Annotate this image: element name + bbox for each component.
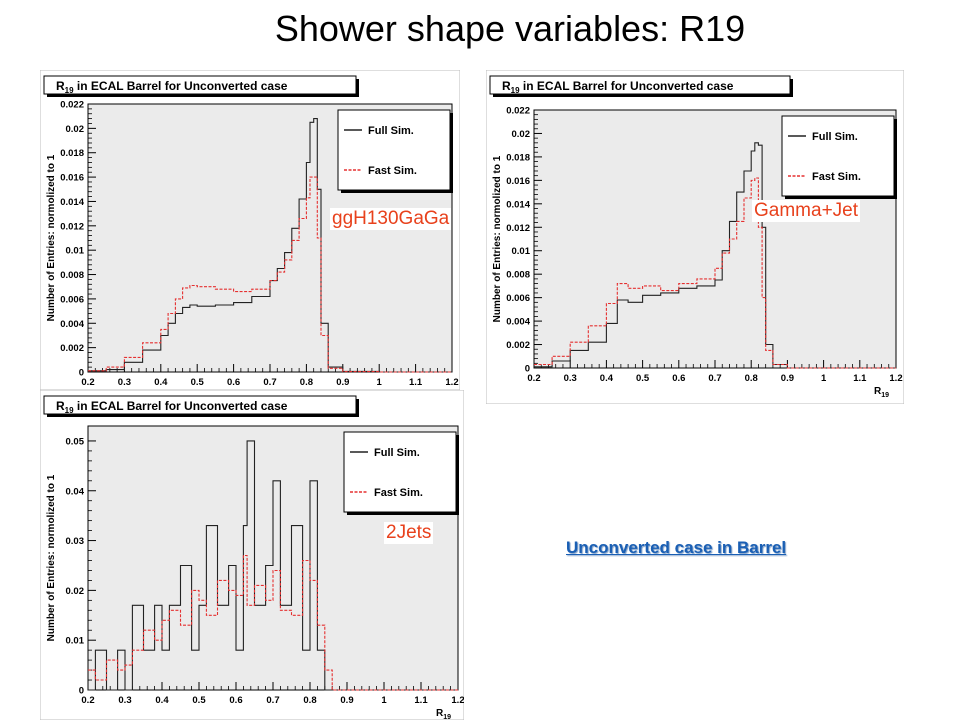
x-tick-label: 0.7 bbox=[708, 373, 721, 384]
x-tick-label: 0.2 bbox=[81, 377, 94, 388]
x-tick-label: 1.1 bbox=[409, 377, 423, 388]
y-tick-label: 0.016 bbox=[506, 176, 530, 187]
legend-entry: Full Sim. bbox=[368, 125, 414, 137]
plot-top-left: R19 in ECAL Barrel for Unconverted case 0… bbox=[40, 70, 460, 390]
y-tick-label: 0.004 bbox=[60, 319, 84, 330]
y-tick-label: 0.01 bbox=[66, 246, 85, 257]
y-tick-label: 0.01 bbox=[66, 636, 85, 647]
x-axis-label: R19 bbox=[874, 386, 889, 399]
x-tick-label: 0.3 bbox=[118, 377, 131, 388]
x-tick-label: 1.1 bbox=[414, 695, 428, 706]
sample-label-2jets: 2Jets bbox=[384, 522, 434, 544]
x-axis-label: R19 bbox=[436, 708, 451, 720]
x-tick-label: 0.7 bbox=[266, 695, 279, 706]
legend-entry: Fast Sim. bbox=[812, 171, 861, 183]
series-line-full-sim bbox=[534, 142, 896, 369]
x-tick-label: 0.9 bbox=[336, 377, 349, 388]
x-tick-label: 0.8 bbox=[300, 377, 313, 388]
x-tick-label: 0.4 bbox=[600, 373, 614, 384]
y-axis-label: Number of Entries: normolized to 1 bbox=[46, 154, 57, 321]
y-tick-label: 0.022 bbox=[506, 106, 530, 117]
y-tick-label: 0.016 bbox=[60, 173, 84, 184]
x-tick-label: 1 bbox=[377, 377, 383, 388]
x-tick-label: 0.4 bbox=[155, 695, 169, 706]
y-tick-label: 0.018 bbox=[60, 148, 84, 159]
y-tick-label: 0.008 bbox=[60, 270, 84, 281]
x-tick-label: 0.5 bbox=[636, 373, 650, 384]
legend: Full Sim. Fast Sim. bbox=[337, 109, 453, 193]
legend-entry: Full Sim. bbox=[374, 447, 420, 459]
y-tick-label: 0 bbox=[79, 686, 84, 697]
x-tick-label: 0.3 bbox=[564, 373, 577, 384]
y-tick-label: 0.004 bbox=[506, 317, 530, 328]
series-line-fast-sim bbox=[88, 554, 458, 691]
footer-note: Unconverted case in Barrel bbox=[566, 538, 787, 557]
x-tick-label: 0.6 bbox=[227, 377, 240, 388]
y-tick-label: 0.008 bbox=[506, 270, 530, 281]
x-tick-label: 1.2 bbox=[451, 695, 464, 706]
svg-text:R19 in ECAL Barrel for Unconve: R19 in ECAL Barrel for Unconverted case bbox=[502, 79, 734, 95]
y-tick-label: 0.014 bbox=[60, 197, 84, 208]
y-tick-label: 0.022 bbox=[60, 100, 84, 111]
y-tick-label: 0 bbox=[525, 364, 530, 375]
y-tick-label: 0.012 bbox=[60, 221, 84, 232]
legend-entry: Fast Sim. bbox=[368, 165, 417, 177]
y-tick-label: 0.01 bbox=[512, 246, 531, 257]
x-tick-label: 0.3 bbox=[118, 695, 131, 706]
y-tick-label: 0.006 bbox=[506, 293, 530, 304]
chart-title: R19 in ECAL Barrel for Unconverted case bbox=[489, 75, 793, 97]
x-tick-label: 0.8 bbox=[303, 695, 316, 706]
x-tick-label: 0.5 bbox=[192, 695, 206, 706]
plot-top-right: R19 in ECAL Barrel for Unconverted case 0… bbox=[486, 70, 904, 404]
chart-svg: R19 in ECAL Barrel for Unconverted case 0… bbox=[40, 70, 460, 390]
chart-title: R19 in ECAL Barrel for Unconverted case bbox=[43, 395, 359, 417]
y-axis-label: Number of Entries: normolized to 1 bbox=[492, 155, 503, 322]
y-tick-label: 0.014 bbox=[506, 199, 530, 210]
chart-title: R19 in ECAL Barrel for Unconverted case bbox=[43, 75, 359, 97]
chart-svg: R19 in ECAL Barrel for Unconverted case 0… bbox=[40, 390, 464, 720]
y-tick-label: 0.02 bbox=[66, 124, 85, 135]
svg-text:R19 in ECAL Barrel for Unconve: R19 in ECAL Barrel for Unconverted case bbox=[56, 399, 288, 415]
y-tick-label: 0.03 bbox=[66, 536, 85, 547]
y-tick-label: 0.012 bbox=[506, 223, 530, 234]
x-tick-label: 0.5 bbox=[191, 377, 205, 388]
series-line-fast-sim bbox=[88, 176, 452, 373]
y-tick-label: 0.02 bbox=[66, 586, 85, 597]
legend: Full Sim. Fast Sim. bbox=[781, 115, 897, 199]
slide-title: Shower shape variables: R19 bbox=[274, 8, 746, 49]
legend: Full Sim. Fast Sim. bbox=[343, 431, 459, 515]
x-tick-label: 0.6 bbox=[672, 373, 685, 384]
y-tick-label: 0.002 bbox=[506, 340, 530, 351]
x-tick-label: 0.4 bbox=[154, 377, 168, 388]
y-tick-label: 0.006 bbox=[60, 294, 84, 305]
legend-entry: Fast Sim. bbox=[374, 487, 423, 499]
y-axis-label: Number of Entries: normolized to 1 bbox=[46, 474, 57, 641]
y-tick-label: 0.05 bbox=[66, 436, 85, 447]
sample-label-gghgaga: ggH130GaGa bbox=[330, 208, 452, 230]
x-tick-label: 0.2 bbox=[81, 695, 94, 706]
plot-bottom-left: R19 in ECAL Barrel for Unconverted case 0… bbox=[40, 390, 464, 720]
sample-label-gammajet: Gamma+Jet bbox=[752, 200, 861, 222]
x-tick-label: 0.9 bbox=[340, 695, 353, 706]
x-tick-label: 0.8 bbox=[745, 373, 758, 384]
chart-svg: R19 in ECAL Barrel for Unconverted case 0… bbox=[486, 70, 904, 404]
x-tick-label: 1.2 bbox=[445, 377, 458, 388]
x-tick-label: 0.2 bbox=[527, 373, 540, 384]
y-tick-label: 0 bbox=[79, 368, 84, 379]
series-line-fast-sim bbox=[534, 177, 896, 369]
x-tick-label: 0.9 bbox=[781, 373, 794, 384]
legend-entry: Full Sim. bbox=[812, 131, 858, 143]
y-tick-label: 0.04 bbox=[66, 486, 85, 497]
y-tick-label: 0.02 bbox=[512, 129, 531, 140]
x-tick-label: 1 bbox=[821, 373, 827, 384]
x-tick-label: 1.2 bbox=[889, 373, 902, 384]
x-tick-label: 1.1 bbox=[853, 373, 867, 384]
svg-text:R19 in ECAL Barrel for Unconve: R19 in ECAL Barrel for Unconverted case bbox=[56, 79, 288, 95]
x-tick-label: 0.6 bbox=[229, 695, 242, 706]
y-tick-label: 0.002 bbox=[60, 343, 84, 354]
y-tick-label: 0.018 bbox=[506, 152, 530, 163]
x-tick-label: 0.7 bbox=[263, 377, 276, 388]
x-tick-label: 1 bbox=[381, 695, 387, 706]
